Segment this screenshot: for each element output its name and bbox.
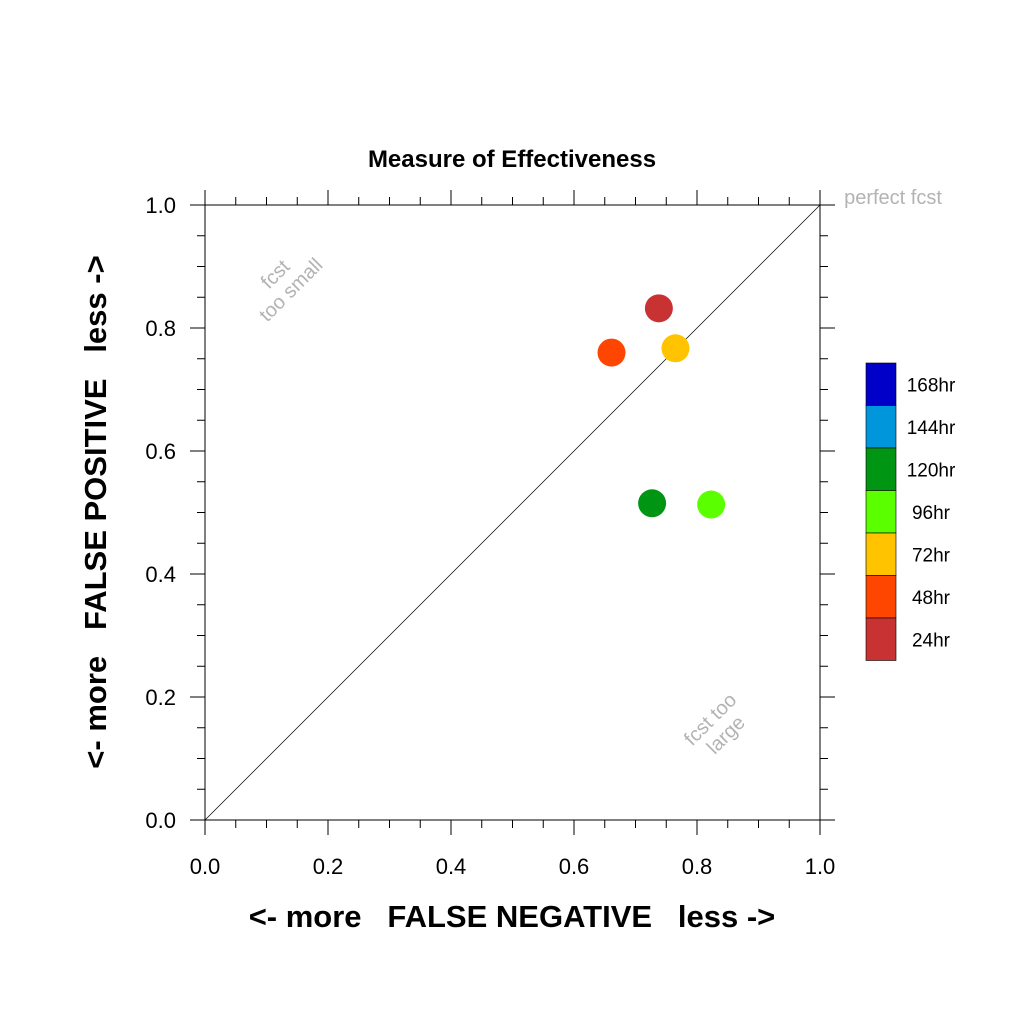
legend-swatch-24hr xyxy=(865,617,897,661)
legend-label-96hr: 96hr xyxy=(912,503,951,524)
data-point-120hr xyxy=(638,489,667,518)
y-tick-label: 0.6 xyxy=(145,439,176,464)
data-point-96hr xyxy=(697,490,726,519)
y-tick-label: 1.0 xyxy=(145,193,176,218)
legend: 168hr 144hr 120hr 96hr 72hr 48hr 24hr xyxy=(865,362,956,661)
legend-label-168hr: 168hr xyxy=(907,375,956,396)
legend-label-72hr: 72hr xyxy=(912,545,951,566)
perfect-forecast-diagonal xyxy=(204,204,821,821)
data-point-48hr xyxy=(597,338,626,367)
legend-swatch-144hr xyxy=(865,405,897,449)
data-point-24hr xyxy=(644,294,673,323)
chart-title: Measure of Effectiveness xyxy=(368,146,656,173)
legend-label-24hr: 24hr xyxy=(912,630,951,651)
y-tick-label: 0.2 xyxy=(145,685,176,710)
y-axis-label: <- more FALSE POSITIVE less -> xyxy=(78,255,113,768)
axis-ticks xyxy=(190,190,835,835)
x-tick-label: 0.4 xyxy=(436,854,467,879)
x-tick-label: 0.0 xyxy=(190,854,221,879)
legend-label-120hr: 120hr xyxy=(907,460,956,481)
legend-swatch-72hr xyxy=(865,532,897,576)
too-small-annotation: fcst too small xyxy=(255,254,327,326)
y-tick-label: 0.0 xyxy=(145,808,176,833)
legend-label-48hr: 48hr xyxy=(912,588,951,609)
y-tick-label: 0.8 xyxy=(145,316,176,341)
legend-swatch-120hr xyxy=(865,447,897,491)
y-tick-label: 0.4 xyxy=(145,562,176,587)
tick-labels: 0.0 0.2 0.4 0.6 0.8 1.0 0.0 0.2 0.4 0.6 0.8 1.0 xyxy=(145,193,835,879)
legend-swatch-48hr xyxy=(865,575,897,619)
x-tick-label: 0.8 xyxy=(682,854,713,879)
x-tick-label: 0.6 xyxy=(559,854,590,879)
data-points xyxy=(597,294,726,519)
x-axis-label: <- more FALSE NEGATIVE less -> xyxy=(249,899,776,934)
too-large-annotation: fcst too large xyxy=(680,689,750,759)
data-point-72hr xyxy=(661,334,690,363)
too-small-line2: too small xyxy=(255,254,327,326)
x-tick-label: 0.2 xyxy=(313,854,344,879)
perfect-forecast-label: perfect fcst xyxy=(844,187,942,209)
legend-label-144hr: 144hr xyxy=(907,418,956,439)
x-tick-label: 1.0 xyxy=(805,854,836,879)
legend-swatch-168hr xyxy=(865,362,897,406)
legend-swatch-96hr xyxy=(865,490,897,534)
